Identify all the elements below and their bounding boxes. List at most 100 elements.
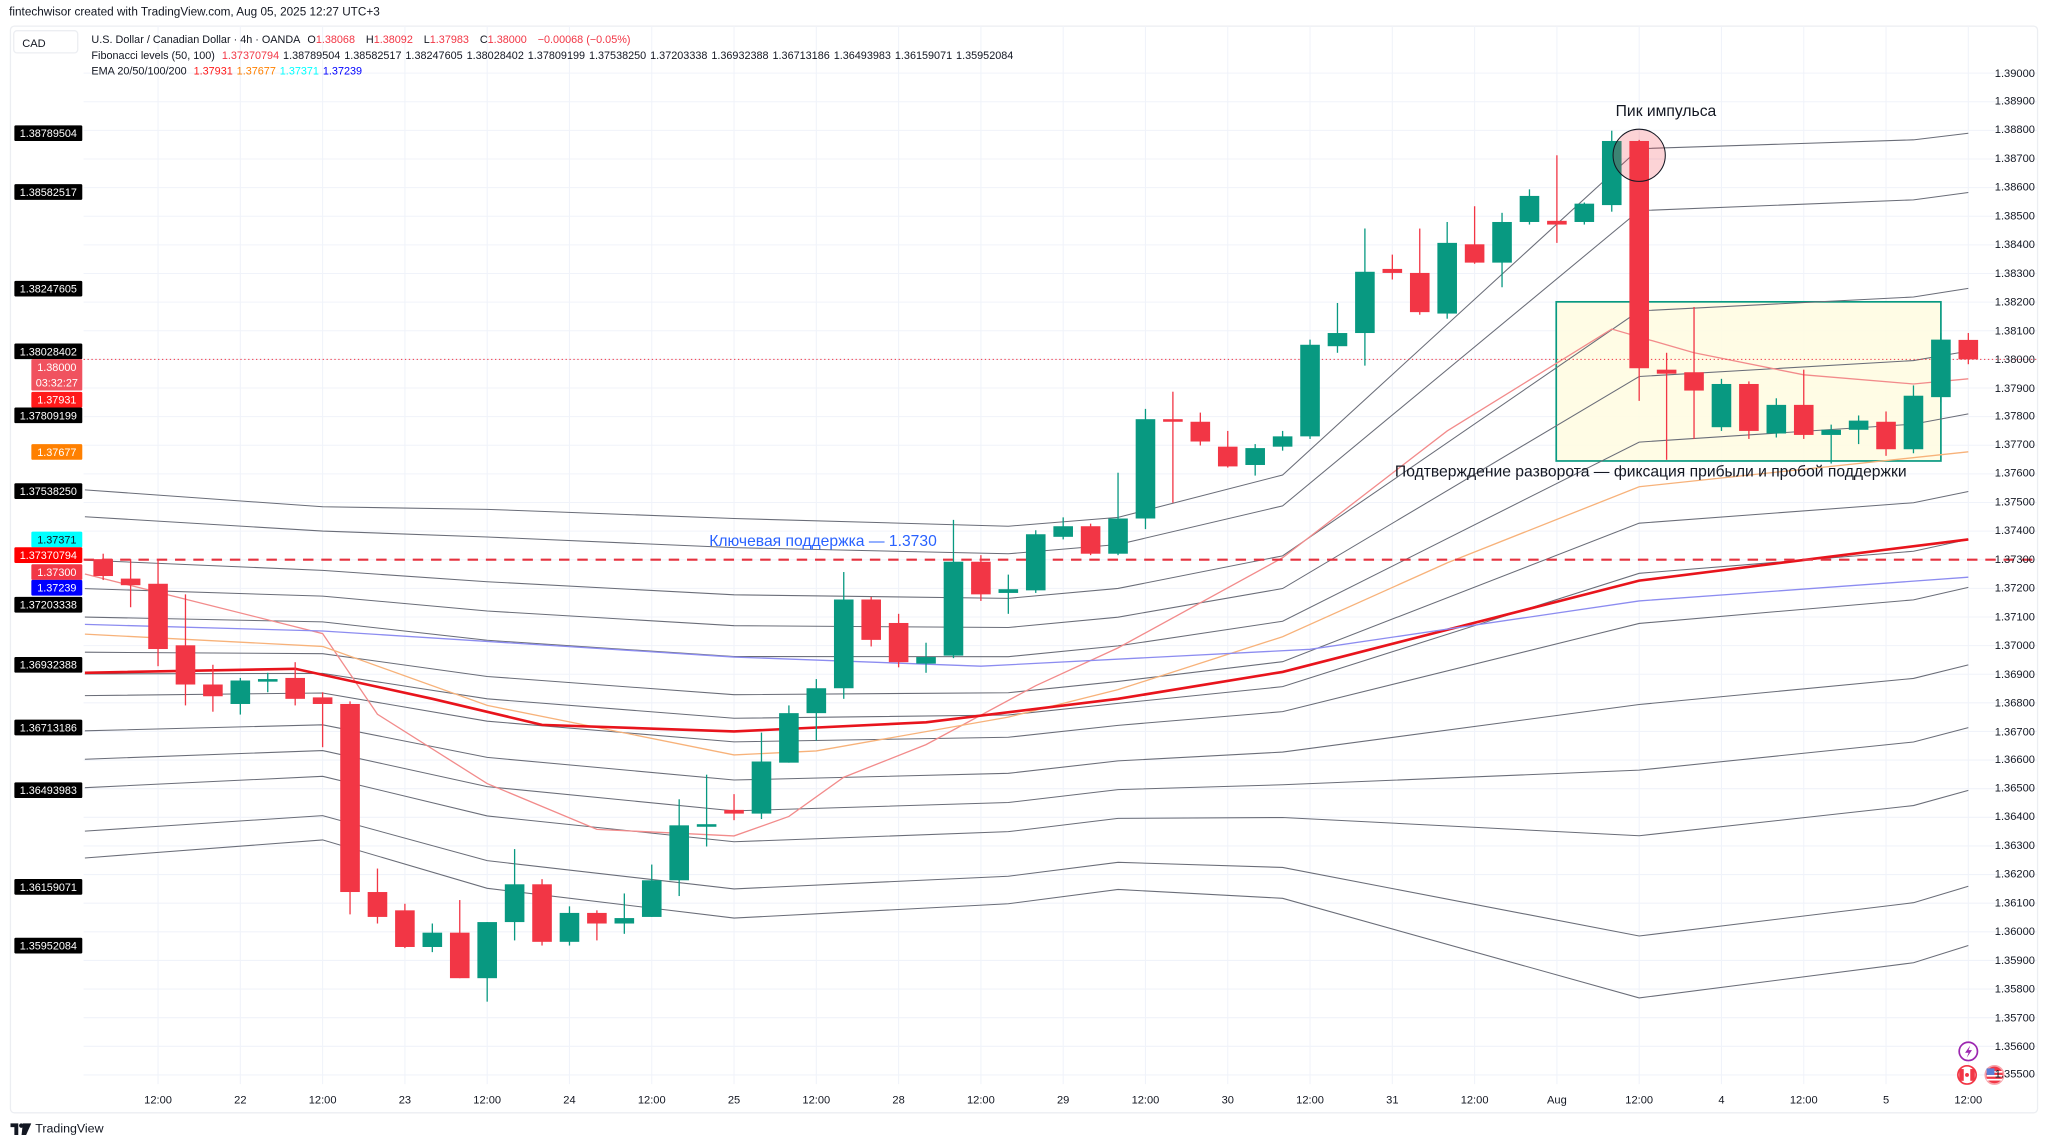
key-support-annotation[interactable]: Ключевая поддержка — 1.3730	[709, 530, 937, 550]
candle-body[interactable]	[203, 684, 223, 697]
candle-body[interactable]	[1848, 420, 1869, 430]
candle[interactable]	[1437, 221, 1457, 319]
candle-body[interactable]	[1711, 383, 1732, 428]
indicator-axis-label[interactable]: 1.37677	[31, 443, 83, 460]
candle-body[interactable]	[1739, 383, 1759, 431]
candle[interactable]	[1025, 530, 1046, 593]
fib-level-axis-label[interactable]: 1.36493983	[14, 782, 83, 799]
candle-body[interactable]	[1629, 140, 1649, 369]
candle-body[interactable]	[449, 932, 470, 979]
fib-level-axis-label[interactable]: 1.38028402	[14, 343, 83, 360]
candle[interactable]	[1163, 391, 1183, 503]
fib-level-axis-label[interactable]: 1.37538250	[14, 483, 83, 500]
candle-body[interactable]	[861, 599, 881, 640]
candle[interactable]	[1135, 408, 1156, 530]
candle[interactable]	[696, 774, 717, 847]
candle[interactable]	[1355, 228, 1375, 366]
fib-level-axis-label[interactable]: 1.38247605	[14, 280, 83, 297]
candle[interactable]	[751, 732, 772, 820]
candle-body[interactable]	[998, 589, 1019, 593]
fib-level-axis-label[interactable]: 1.36159071	[14, 878, 83, 895]
candle[interactable]	[504, 849, 525, 941]
fib-level-axis-label[interactable]: 1.35952084	[14, 937, 83, 954]
candle-body[interactable]	[148, 583, 168, 650]
candle[interactable]	[395, 903, 415, 949]
candle-body[interactable]	[1903, 395, 1924, 450]
candle-body[interactable]	[1163, 419, 1183, 422]
candle-body[interactable]	[833, 599, 854, 689]
candle[interactable]	[1931, 333, 1951, 403]
candle-body[interactable]	[724, 809, 744, 814]
candle-body[interactable]	[1190, 421, 1211, 442]
indicator-axis-label[interactable]: 1.37300	[31, 564, 83, 580]
candle-body[interactable]	[477, 922, 497, 979]
candle[interactable]	[203, 664, 223, 712]
candle-body[interactable]	[285, 677, 305, 699]
fib-level-axis-label[interactable]: 1.38789504	[14, 125, 83, 142]
candle-body[interactable]	[120, 578, 141, 586]
candle-body[interactable]	[1409, 272, 1430, 313]
candle-body[interactable]	[614, 918, 635, 924]
candle[interactable]	[1739, 381, 1759, 439]
candle[interactable]	[1656, 352, 1677, 460]
candle[interactable]	[1217, 430, 1238, 468]
candle[interactable]	[1903, 385, 1924, 454]
candle[interactable]	[1300, 339, 1320, 439]
candle-body[interactable]	[257, 679, 278, 682]
fib-level-axis-label[interactable]: 1.37370794	[14, 547, 83, 564]
candle-body[interactable]	[532, 884, 552, 942]
candle[interactable]	[1793, 369, 1814, 439]
indicator-axis-label[interactable]: 1.37931	[31, 391, 83, 408]
candle[interactable]	[1848, 415, 1869, 445]
candle[interactable]	[175, 594, 196, 706]
candle-body[interactable]	[1793, 404, 1814, 435]
candle-body[interactable]	[1601, 140, 1622, 206]
fib-level-axis-label[interactable]: 1.37809199	[14, 408, 83, 424]
candle[interactable]	[230, 677, 251, 715]
candle[interactable]	[367, 868, 388, 924]
candle[interactable]	[120, 559, 141, 608]
fib-level-axis-label[interactable]: 1.36713186	[14, 719, 83, 736]
candle-body[interactable]	[1437, 242, 1457, 314]
candle[interactable]	[148, 559, 168, 667]
candle[interactable]	[1519, 189, 1540, 225]
candle[interactable]	[587, 910, 607, 941]
candle-body[interactable]	[340, 703, 360, 893]
candle[interactable]	[1629, 139, 1649, 401]
candle-body[interactable]	[1958, 339, 1979, 360]
candle[interactable]	[779, 705, 799, 763]
fib-level-axis-label[interactable]: 1.37203338	[14, 596, 83, 613]
candle-body[interactable]	[1547, 220, 1567, 225]
candle[interactable]	[614, 893, 635, 934]
candle[interactable]	[1409, 228, 1430, 315]
fib-title[interactable]: Fibonacci levels (50, 100)	[91, 48, 215, 62]
candle-body[interactable]	[1053, 526, 1073, 537]
candle-body[interactable]	[751, 761, 772, 814]
peak-annotation[interactable]: Пик импульса	[1615, 101, 1717, 121]
candle-body[interactable]	[559, 912, 580, 942]
candle-body[interactable]	[1574, 203, 1595, 222]
currency-box[interactable]: CAD	[13, 30, 79, 54]
candle-body[interactable]	[1327, 333, 1348, 347]
candle[interactable]	[532, 879, 552, 946]
candle-body[interactable]	[1821, 429, 1841, 435]
candle[interactable]	[1190, 412, 1211, 446]
candle-body[interactable]	[587, 912, 607, 924]
candle[interactable]	[669, 799, 689, 897]
candle-body[interactable]	[696, 824, 717, 827]
fib-level-axis-label[interactable]: 1.38582517	[14, 184, 83, 201]
tradingview-logo[interactable]: TradingView	[10, 1122, 104, 1136]
candle[interactable]	[861, 596, 881, 647]
candle-body[interactable]	[367, 892, 388, 917]
candle[interactable]	[1272, 430, 1293, 451]
candle-body[interactable]	[806, 688, 827, 714]
candle[interactable]	[422, 923, 443, 953]
candle[interactable]	[257, 672, 278, 693]
candle[interactable]	[1601, 130, 1622, 212]
candle-body[interactable]	[1684, 372, 1704, 391]
candle-body[interactable]	[1464, 244, 1485, 263]
candle-body[interactable]	[1656, 369, 1677, 374]
candle[interactable]	[1821, 424, 1841, 464]
candle-body[interactable]	[1300, 344, 1320, 437]
candle[interactable]	[916, 642, 936, 673]
